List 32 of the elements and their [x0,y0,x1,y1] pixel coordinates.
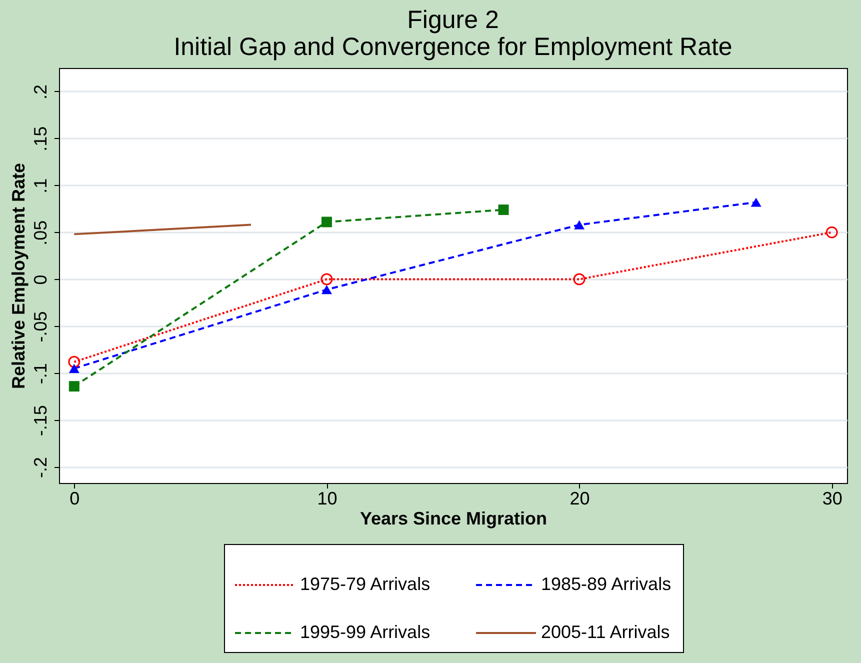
point [68,364,80,373]
point [498,204,509,216]
x-tick-label: 20 [570,488,590,508]
legend-label: 1995-99 Arrivals [300,622,430,642]
point [68,356,80,368]
y-tick-label: .15 [30,126,50,152]
y-tick-label: -.15 [30,405,50,436]
chart-subtitle: Initial Gap and Convergence for Employment Rate [174,33,732,61]
point [574,220,585,230]
legend-label: 2005-11 Arrivals [541,622,670,642]
x-tick-label: 0 [70,488,80,508]
y-tick-label: -.2 [30,457,50,478]
point [321,216,332,228]
x-tick-label: 30 [822,488,842,508]
point [68,381,80,392]
point [321,285,332,294]
chart-title: Figure 2 [407,6,499,34]
point [320,273,333,286]
x-axis-title: Years Since Migration [360,508,548,528]
y-tick-label: 0 [30,274,50,285]
point [573,273,586,286]
y-tick-label: .1 [30,178,50,194]
y-axis-title: Relative Employment Rate [8,162,28,390]
legend-label: 1985-89 Arrivals [541,574,672,594]
y-tick-label: .2 [30,84,50,100]
y-tick-label: -.1 [30,363,50,384]
point [750,198,762,207]
y-tick-label: -.05 [30,311,50,342]
y-tick-label: .05 [30,220,50,246]
legend-label: 1975-79 Arrivals [300,574,430,594]
x-tick-label: 10 [317,488,338,508]
point [826,226,838,238]
